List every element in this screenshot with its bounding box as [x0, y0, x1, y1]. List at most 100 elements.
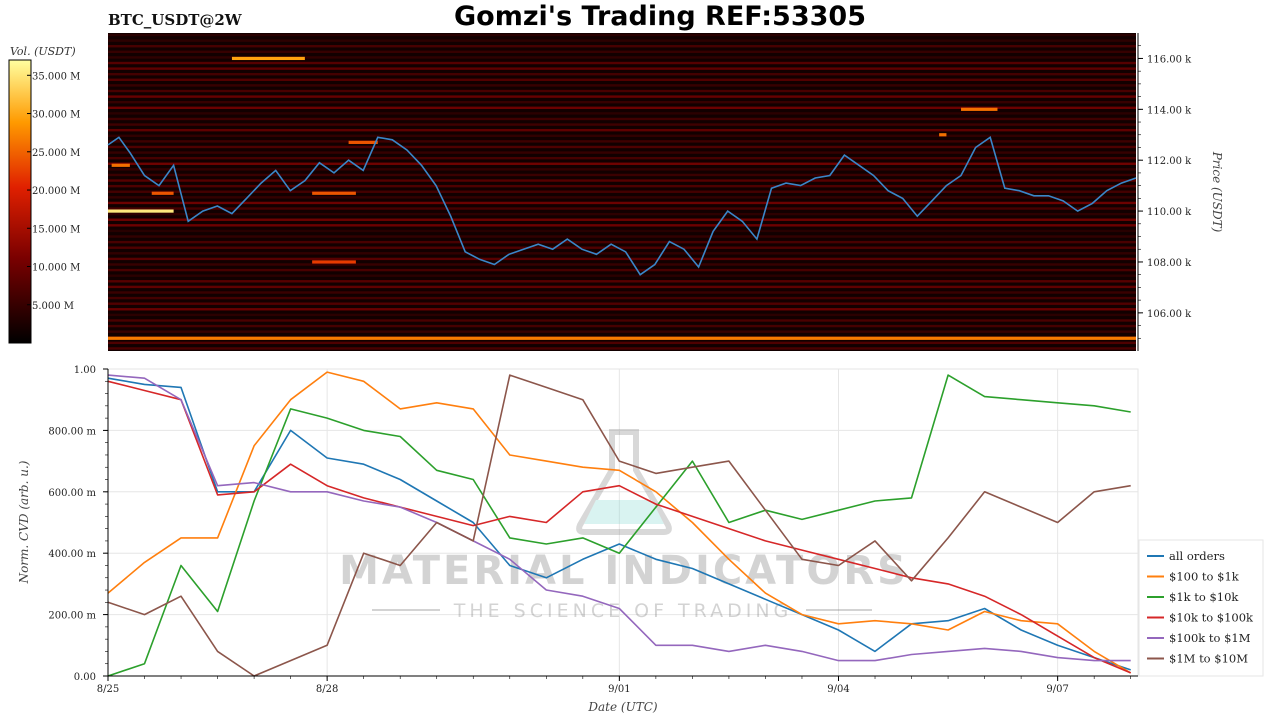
- heatmap-band: [108, 123, 1136, 126]
- heatmap-band: [108, 112, 1136, 115]
- liquidity-level: [939, 133, 947, 137]
- cvd-y-tick-label: 200.00 m: [48, 611, 96, 622]
- heatmap-band: [108, 207, 1136, 210]
- flask-liquid: [584, 500, 664, 524]
- colorbar-tick-label: 20.000 M: [32, 186, 80, 197]
- legend-label: $100k to $1M: [1169, 631, 1251, 645]
- cvd-lines: [107, 371, 1132, 677]
- heatmap-band: [108, 190, 1136, 193]
- heatmap-band: [108, 128, 1136, 132]
- legend-box: [1138, 539, 1264, 677]
- colorbar-tick-label: 5.000 M: [32, 301, 74, 312]
- legend-label: $100 to $1k: [1169, 570, 1240, 584]
- heatmap-band: [108, 257, 1136, 261]
- heatmap-band: [108, 145, 1136, 149]
- heatmap-band: [108, 95, 1136, 98]
- legend-label: $1k to $10k: [1169, 590, 1239, 604]
- heatmap-band: [108, 341, 1136, 345]
- cvd-axes: 0.00 200.00 m 400.00 m 600.00 m 800.00 m 1.00…: [48, 365, 1138, 695]
- heatmap-band: [108, 50, 1136, 54]
- heatmap-band: [108, 291, 1136, 294]
- heatmap-band: [108, 229, 1136, 233]
- liquidity-heatmap: [107, 33, 1137, 351]
- page-title: Gomzi's Trading REF:53305: [454, 1, 866, 32]
- legend-label: all orders: [1169, 549, 1225, 563]
- symbol-label: BTC_USDT@2W: [108, 11, 243, 29]
- heatmap-band: [108, 106, 1136, 109]
- colorbar-tick-label: 15.000 M: [32, 224, 80, 235]
- heatmap-band: [108, 179, 1136, 182]
- liquidity-level: [312, 260, 356, 264]
- heatmap-band: [108, 347, 1136, 350]
- liquidity-level: [108, 336, 1136, 340]
- colorbar-tick-label: 30.000 M: [32, 110, 80, 121]
- colorbar: [8, 59, 32, 344]
- cvd-y-tick-label: 1.00: [74, 365, 96, 376]
- heatmap-band: [108, 61, 1136, 65]
- legend-label: $10k to $100k: [1169, 611, 1254, 625]
- heatmap-band: [108, 252, 1136, 255]
- cvd-series--100-to-1k: [107, 371, 1132, 674]
- heatmap-band: [108, 45, 1136, 48]
- colorbar-tick-label: 35.000 M: [32, 71, 80, 82]
- price-line: [107, 136, 1137, 276]
- heatmap-band: [108, 235, 1136, 238]
- heatmap-band: [108, 302, 1136, 305]
- cvd-legend: all orders $100 to $1k $1k to $10k $10k to …: [1138, 539, 1264, 677]
- heatmap-band: [108, 280, 1136, 283]
- heatmap-band: [108, 240, 1136, 244]
- liquidity-level: [348, 140, 378, 144]
- price-tick-label: 116.00 k: [1147, 54, 1192, 65]
- cvd-series--1k-to-10k: [107, 374, 1131, 677]
- price-tick-label: 112.00 k: [1147, 156, 1192, 167]
- heatmap-band: [108, 89, 1136, 93]
- heatmap-band: [108, 84, 1136, 87]
- heatmap-band: [108, 184, 1136, 188]
- colorbar-label: Vol. (USDT): [10, 45, 76, 58]
- heatmap-band: [108, 201, 1136, 205]
- heatmap-band: [108, 285, 1136, 289]
- heatmap-band: [108, 330, 1136, 333]
- heatmap-band: [108, 156, 1136, 160]
- cvd-x-tick-label: 9/07: [1046, 684, 1068, 695]
- colorbar-ticks: 35.000 M 30.000 M 25.000 M 20.000 M 15.000 M…: [27, 71, 80, 312]
- heatmap-band: [108, 212, 1136, 216]
- heatmap-band: [108, 78, 1136, 82]
- colorbar-tick-label: 10.000 M: [32, 263, 80, 274]
- cvd-y-tick-label: 800.00 m: [48, 426, 96, 437]
- heatmap-band: [108, 168, 1136, 171]
- price-axis: 106.00 k 108.00 k 110.00 k 112.00 k 114.00 k…: [1137, 33, 1192, 351]
- heatmap-band: [108, 196, 1136, 199]
- heatmap-band: [108, 274, 1136, 277]
- heatmap-band: [108, 224, 1136, 227]
- price-tick-label: 114.00 k: [1147, 105, 1192, 116]
- cvd-x-tick-label: 8/28: [316, 684, 338, 695]
- heatmap-band: [108, 67, 1136, 70]
- heatmap-band: [108, 296, 1136, 300]
- heatmap-band: [108, 117, 1136, 121]
- cvd-x-tick-label: 9/04: [827, 684, 849, 695]
- price-axis-title: Price (USDT): [1210, 151, 1224, 233]
- heatmap-band: [108, 39, 1136, 42]
- watermark-brand: MATERIAL INDICATORS: [339, 548, 909, 594]
- liquidity-level: [231, 56, 305, 61]
- heatmap-band: [108, 140, 1136, 143]
- liquidity-level: [111, 163, 130, 167]
- heatmap-band: [108, 162, 1136, 165]
- date-axis-title: Date (UTC): [587, 700, 657, 714]
- heatmap-band: [108, 313, 1136, 317]
- heatmap-band: [108, 319, 1136, 322]
- watermark: MATERIAL INDICATORS THE SCIENCE OF TRADI…: [339, 429, 909, 622]
- cvd-series--1m-to-10m: [107, 374, 1131, 677]
- cvd-series--10k-to-100k: [107, 380, 1132, 674]
- cvd-y-tick-label: 600.00 m: [48, 488, 96, 499]
- cvd-x-tick-label: 8/25: [97, 684, 119, 695]
- heatmap-band: [108, 56, 1136, 59]
- flask-icon: [576, 429, 672, 535]
- price-tick-label: 106.00 k: [1147, 309, 1192, 320]
- price-tick-label: 110.00 k: [1147, 207, 1192, 218]
- liquidity-level: [961, 107, 998, 111]
- heatmap-band: [108, 268, 1136, 272]
